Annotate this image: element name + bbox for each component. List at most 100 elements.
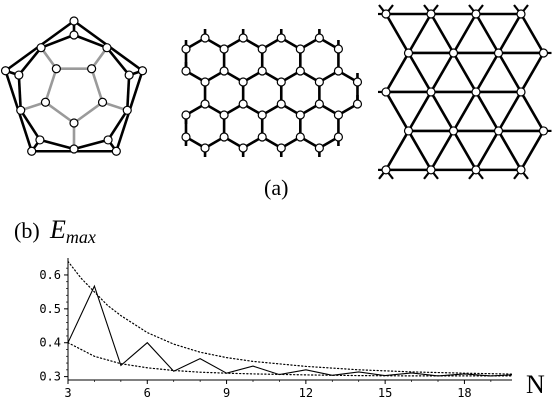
lattice-edge	[407, 52, 433, 93]
lattice-vertex	[352, 77, 363, 87]
lattice-edge	[452, 13, 478, 54]
emax-series-line	[68, 284, 512, 377]
lattice-edge	[497, 52, 523, 93]
graph-vertex	[137, 66, 148, 76]
x-tick-label: 12	[299, 386, 313, 400]
y-tick-label: 0.5	[39, 302, 61, 316]
lattice-vertex	[403, 126, 414, 136]
lattice-edge	[474, 91, 500, 132]
lattice-vertex	[381, 9, 391, 19]
lattice-vertex	[493, 126, 504, 136]
lattice-vertex	[181, 44, 191, 54]
lattice-vertex	[219, 132, 229, 142]
lattice-vertex	[471, 9, 481, 19]
graph-vertex	[124, 70, 134, 80]
graph-vertex	[69, 144, 79, 154]
lattice-vertex	[538, 48, 549, 58]
graph-edge	[73, 33, 108, 49]
graph-edge-back	[90, 68, 104, 103]
lattice-vertex	[426, 87, 436, 97]
lattice-edge	[384, 130, 410, 171]
lattice-edge	[407, 13, 433, 54]
lattice-vertex	[219, 110, 229, 120]
lattice-vertex	[200, 99, 210, 109]
lattice-vertex	[426, 9, 436, 19]
lattice-vertex	[295, 44, 305, 54]
y-tick-label: 0.4	[39, 336, 61, 350]
lattice-vertex	[493, 48, 504, 58]
graph-vertex	[0, 66, 11, 76]
graph-edge-back	[44, 68, 58, 103]
x-tick-label: 6	[144, 386, 151, 400]
lattice-edge	[384, 13, 410, 54]
graph-edge	[39, 138, 75, 151]
graph-edge	[17, 46, 43, 76]
graph-vertex	[16, 105, 26, 115]
lattice-vertex	[181, 66, 191, 76]
lattice-vertex	[238, 77, 248, 87]
lattice-vertex	[381, 165, 391, 175]
x-tick-label: 18	[457, 386, 471, 400]
lattice-edge	[429, 130, 455, 171]
graph-edge	[19, 109, 41, 141]
lattice-edge	[429, 13, 455, 54]
lattice-vertex	[219, 44, 229, 54]
lattice-edge	[452, 91, 478, 132]
lattice-vertex	[295, 66, 305, 76]
graph-vertex	[69, 118, 79, 128]
lattice-vertex	[314, 33, 324, 43]
hexagonal-lattice-diagram	[181, 29, 363, 157]
lattice-vertex	[381, 87, 391, 97]
graph-vertex	[122, 105, 132, 115]
lattice-edge	[384, 52, 410, 93]
lattice-vertex	[257, 110, 267, 120]
emax-chart: 3 6 9 12 15 18 0.3 0.4 0.5 0.6	[39, 258, 512, 400]
lattice-vertex	[516, 9, 526, 19]
lattice-vertex	[200, 77, 210, 87]
graph-edge	[105, 46, 131, 76]
graph-vertex	[40, 97, 51, 107]
x-tick-label: 3	[64, 386, 71, 400]
lattice-vertex	[257, 66, 267, 76]
lattice-vertex	[276, 33, 286, 43]
graph-edge	[40, 33, 75, 49]
graph-vertex	[69, 30, 79, 40]
graph-vertex	[35, 135, 45, 145]
y-axis-title: Emax	[49, 215, 96, 247]
lattice-vertex	[295, 132, 305, 142]
lattice-vertex	[333, 44, 344, 54]
lattice-vertex	[276, 99, 286, 109]
graph-vertex	[69, 16, 79, 26]
lattice-vertex	[333, 110, 344, 120]
y-axis-title-sub: max	[66, 227, 96, 247]
graph-vertex	[27, 146, 37, 156]
lattice-edge	[474, 130, 500, 171]
graph-edge-back	[73, 101, 104, 125]
graph-vertex	[87, 64, 97, 74]
lattice-vertex	[314, 77, 324, 87]
lattice-edge	[384, 91, 410, 132]
lattice-edge	[497, 91, 523, 132]
x-tick-label: 9	[223, 386, 230, 400]
graph-vertex	[111, 146, 121, 156]
lattice-edge	[519, 91, 545, 132]
lattice-edge	[474, 52, 500, 93]
lattice-vertex	[448, 48, 459, 58]
lattice-edge	[429, 91, 455, 132]
lattice-vertex	[181, 132, 191, 142]
bound-curve-1	[68, 260, 512, 375]
lattice-vertex	[426, 165, 436, 175]
graph-edge	[17, 75, 23, 111]
lattice-vertex	[276, 143, 286, 153]
graph-vertex	[14, 70, 24, 80]
lattice-vertex	[181, 110, 191, 120]
y-tick-label: 0.3	[39, 370, 61, 384]
graph-edge	[73, 138, 109, 151]
lattice-vertex	[352, 99, 363, 109]
lattice-vertex	[516, 165, 526, 175]
x-axis-title: N	[526, 370, 545, 399]
lattice-vertex	[238, 143, 248, 153]
lattice-edge	[452, 130, 478, 171]
lattice-vertex	[295, 110, 305, 120]
lattice-edge	[519, 130, 545, 171]
